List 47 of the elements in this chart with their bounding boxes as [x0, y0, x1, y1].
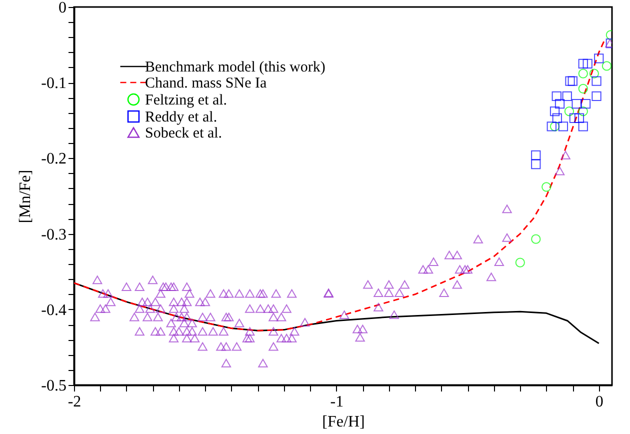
point [594, 54, 604, 64]
point [582, 58, 592, 69]
point [554, 98, 565, 109]
point [531, 150, 541, 160]
x-tick-label: -2 [68, 394, 82, 410]
point [578, 58, 588, 69]
point [578, 122, 588, 132]
point [569, 113, 580, 123]
legend-label: Reddy et al. [145, 110, 218, 126]
point [562, 91, 572, 102]
point [580, 98, 591, 109]
y-tick-label: -0.4 [41, 302, 66, 319]
point [558, 122, 568, 132]
x-tick-label: -1 [330, 394, 344, 410]
point [578, 84, 588, 94]
point [578, 106, 588, 116]
point [572, 98, 582, 109]
point [564, 106, 574, 116]
y-axis-title: [Mn/Fe] [17, 170, 34, 224]
y-tick-label: -0.1 [41, 75, 66, 92]
legend-label: Chand. mass SNe Ia [145, 76, 267, 92]
legend-label: Feltzing et al. [145, 92, 228, 108]
point [546, 122, 556, 132]
point [568, 76, 578, 86]
x-axis-title: [Fe/H] [322, 414, 365, 430]
point [592, 76, 602, 86]
y-tick-label: -0.5 [41, 378, 66, 394]
point [552, 113, 562, 123]
point [578, 68, 588, 78]
legend-label: Benchmark model (this work) [145, 60, 326, 76]
point [542, 182, 552, 192]
legend-label: Sobeck et al. [145, 126, 222, 142]
point [531, 234, 541, 244]
point [574, 113, 584, 123]
point [592, 91, 602, 102]
point [515, 258, 525, 268]
point [550, 106, 560, 116]
point [531, 159, 541, 170]
point [565, 76, 575, 86]
point [602, 61, 612, 71]
y-tick-label: -0.3 [41, 226, 66, 244]
y-tick-label: -0.2 [41, 150, 66, 168]
x-tick-label: 0 [595, 394, 604, 410]
y-tick-label: 0 [58, 0, 66, 16]
point [552, 91, 562, 102]
point [550, 122, 560, 132]
point [589, 68, 599, 78]
